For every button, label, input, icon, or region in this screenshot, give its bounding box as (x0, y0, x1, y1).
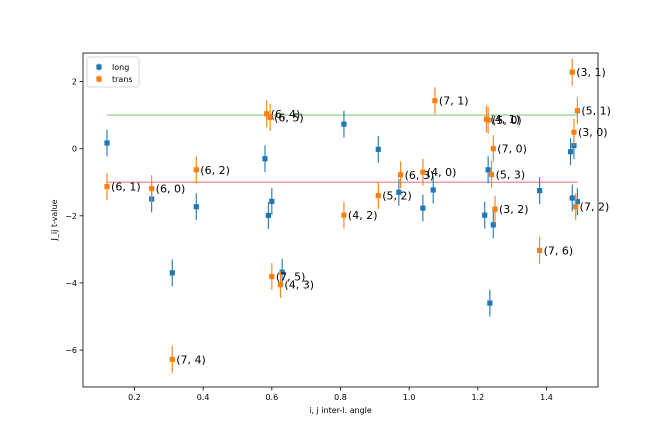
point-label: (7, 2) (580, 201, 610, 214)
series-trans: (6, 1) (6, 0) (7, 4) (6, 2) (6, 4)(6, 5) (7, … (104, 58, 611, 373)
trans-point (488, 171, 495, 178)
trans-point (537, 247, 543, 253)
point-label: (4, 1) (490, 113, 520, 126)
trans-point (104, 184, 110, 190)
y-axis-ticks: 2 0 −2 −4 −6 (65, 78, 83, 355)
trans-point (375, 193, 381, 199)
plot-area: (6, 1) (6, 0) (7, 4) (6, 2) (6, 4)(6, 5) (7, … (104, 58, 611, 373)
x-tick-label: 1.2 (471, 393, 484, 402)
point-label: (4, 2) (348, 209, 378, 222)
point-label: (7, 1) (439, 95, 469, 108)
long-point (537, 188, 543, 194)
x-axis-ticks: 0.2 0.4 0.6 0.8 1.0 1.2 1.4 (128, 387, 553, 402)
x-tick-label: 0.8 (334, 393, 347, 402)
point-label: (4, 0) (427, 166, 457, 179)
point-label: (7, 4) (176, 353, 206, 366)
y-tick-label: −4 (65, 279, 77, 288)
trans-point (397, 172, 404, 178)
x-tick-label: 1.0 (403, 393, 416, 402)
x-tick-label: 0.6 (265, 393, 278, 402)
point-label: (7, 6) (544, 244, 574, 257)
point-label: (4, 3) (284, 279, 314, 292)
long-point (375, 146, 381, 152)
x-tick-label: 0.4 (197, 393, 210, 402)
trans-point (574, 108, 580, 114)
long-point (574, 199, 580, 205)
point-label: (6, 2) (200, 164, 230, 177)
legend-marker-trans (96, 76, 102, 82)
y-tick-label: −6 (65, 346, 77, 355)
trans-point (193, 167, 199, 173)
trans-point (341, 212, 347, 218)
legend: long trans (86, 56, 140, 88)
point-label: (3, 2) (499, 203, 529, 216)
long-point (279, 269, 285, 275)
long-point (430, 187, 436, 193)
trans-point (149, 186, 155, 192)
point-label: (5, 3) (496, 169, 526, 182)
legend-label-trans: trans (112, 75, 133, 84)
trans-point (264, 111, 270, 117)
point-label: (3, 0) (578, 126, 608, 139)
long-point (341, 121, 347, 127)
long-point (567, 149, 574, 155)
long-point (104, 140, 110, 146)
point-label: (7, 5) (276, 271, 306, 284)
trans-point (485, 117, 491, 123)
y-tick-label: 2 (72, 78, 77, 87)
point-label: (5, 2) (382, 190, 412, 203)
trans-point (267, 114, 273, 121)
point-label: (6, 5) (274, 111, 304, 124)
trans-point (571, 129, 577, 135)
legend-label-long: long (112, 63, 129, 72)
trans-point (490, 146, 496, 152)
x-axis-label: i, j inter-l. angle (309, 406, 372, 415)
trans-point (420, 169, 426, 175)
long-point (269, 198, 275, 204)
legend-marker-long (96, 64, 102, 70)
long-point (420, 205, 426, 211)
point-label: (6, 1) (111, 181, 141, 194)
x-tick-label: 1.4 (540, 393, 553, 402)
point-label: (6, 0) (156, 183, 186, 196)
long-point (487, 300, 493, 306)
long-point (193, 204, 199, 210)
trans-point (277, 282, 284, 288)
y-axis-label: J_ij t-value (50, 199, 59, 241)
x-tick-label: 0.2 (128, 393, 141, 402)
long-point (482, 212, 488, 218)
point-label: (6, 3) (405, 169, 435, 182)
long-point (265, 212, 271, 219)
trans-point (569, 69, 575, 75)
long-point (262, 156, 268, 162)
point-label: (7, 0) (497, 143, 527, 156)
point-label: (5, 1) (581, 105, 611, 118)
point-label: (6, 4) (271, 108, 301, 121)
long-point (485, 167, 491, 173)
trans-point (169, 356, 175, 363)
point-label: (5, 0) (492, 114, 522, 127)
series-long (104, 110, 580, 317)
long-point (571, 143, 577, 149)
long-point (169, 270, 175, 276)
point-label: (3, 1) (576, 66, 606, 79)
y-tick-label: −2 (65, 212, 77, 221)
long-point (490, 222, 496, 228)
trans-point (573, 204, 579, 210)
trans-point (492, 206, 498, 212)
trans-point (432, 98, 438, 104)
long-point (396, 189, 402, 195)
y-tick-label: 0 (72, 145, 77, 154)
trans-point (269, 273, 275, 280)
long-point (569, 195, 575, 201)
